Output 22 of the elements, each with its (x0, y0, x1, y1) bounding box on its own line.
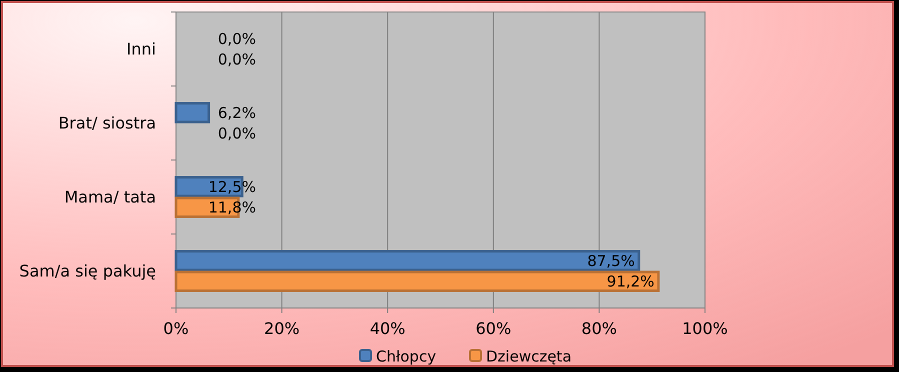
y-tick-label: Inni (126, 40, 156, 59)
data-label: 91,2% (606, 272, 654, 291)
x-tick-label: 0% (163, 319, 189, 338)
x-tick-label: 20% (264, 319, 300, 338)
legend-label: Chłopcy (376, 347, 436, 366)
x-tick-label: 60% (476, 319, 512, 338)
bar (174, 270, 660, 292)
data-label: 0,0% (218, 50, 256, 69)
y-tick-label: Brat/ siostra (58, 114, 156, 133)
data-label: 0,0% (218, 30, 256, 48)
data-label: 0,0% (218, 124, 256, 143)
data-label: 87,5% (587, 252, 635, 270)
bar (174, 250, 640, 272)
x-tick-label: 80% (581, 319, 617, 338)
bar (174, 102, 210, 124)
legend-label: Dziewczęta (486, 347, 572, 366)
data-label: 6,2% (218, 104, 256, 122)
data-label: 11,8% (208, 198, 256, 217)
x-tick-label: 100% (682, 319, 728, 338)
x-tick-label: 40% (370, 319, 406, 338)
y-tick-label: Mama/ tata (64, 188, 156, 207)
y-tick-label: Sam/a się pakuję (19, 262, 156, 281)
